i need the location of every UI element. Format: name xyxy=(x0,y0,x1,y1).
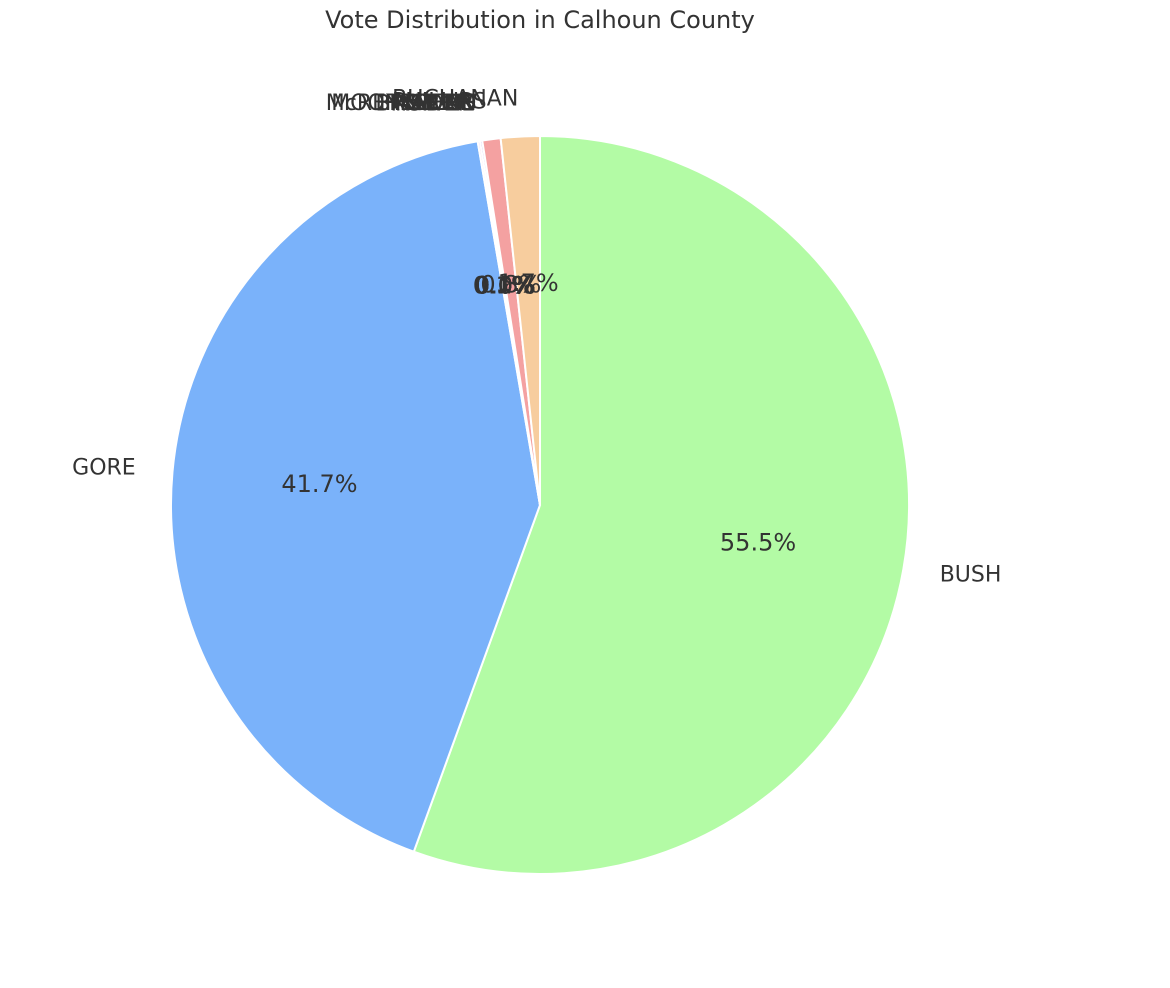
slice-label-phillips: PHILLIPS xyxy=(392,90,487,115)
slice-label-browne: BROWNE xyxy=(375,91,475,116)
pct-label-phillips: 0.8% xyxy=(480,271,541,299)
pct-label-bush: 55.5% xyxy=(720,528,796,556)
chart-title: Vote Distribution in Calhoun County xyxy=(325,6,755,34)
pie-labels: BUSH55.5%GORE41.7%NADER0.1%BROWNE0.1%HAG… xyxy=(72,87,1001,588)
slice-label-moorehead: MOOREHEAD xyxy=(331,91,476,116)
pct-label-gore: 41.7% xyxy=(281,470,357,498)
slice-label-bush: BUSH xyxy=(940,562,1002,587)
pie-slice-bush xyxy=(412,134,910,875)
slice-label-buchanan: BUCHANAN xyxy=(392,87,518,112)
pct-label-moorehead: 0.0% xyxy=(475,271,536,299)
pie-slices xyxy=(170,134,910,875)
pct-label-hagelin: 0.0% xyxy=(475,271,536,299)
pie-slice-gore xyxy=(170,140,542,854)
pct-label-browne: 0.1% xyxy=(474,271,535,299)
pct-label-nader: 0.1% xyxy=(473,272,534,300)
slice-label-hagelin: HAGELIN xyxy=(379,91,476,116)
slice-label-harris: HARRIS xyxy=(394,91,477,116)
slice-label-gore: GORE xyxy=(72,456,136,481)
pct-label-buchanan: 1.7% xyxy=(498,269,559,297)
slice-label-nader: NADER xyxy=(395,92,473,117)
pie-slice-buchanan xyxy=(499,134,541,506)
pct-label-harris: 0.0% xyxy=(475,271,536,299)
slice-label-mcreynolds: McREYNOLDS xyxy=(326,91,477,116)
pct-label-mcreynolds: 0.0% xyxy=(475,271,536,299)
